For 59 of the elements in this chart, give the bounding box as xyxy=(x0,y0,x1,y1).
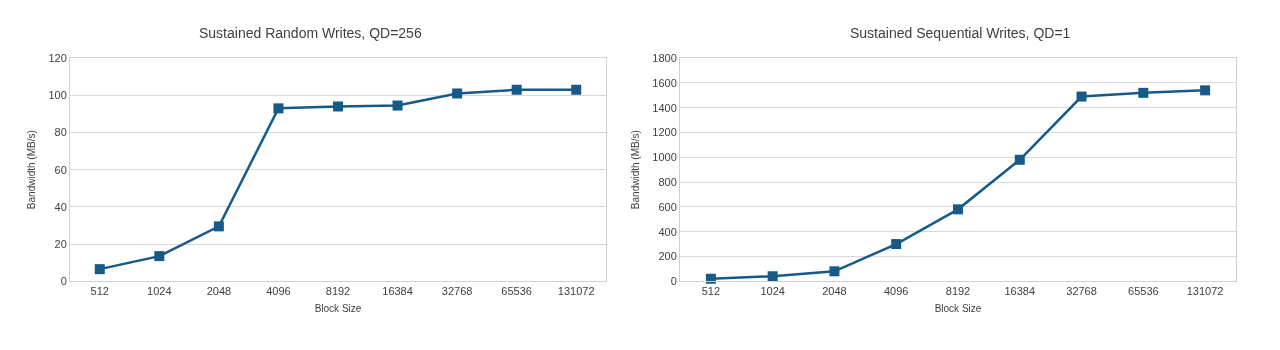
y-tick-label: 200 xyxy=(658,250,677,263)
point xyxy=(154,251,165,262)
x-tick-label: 8192 xyxy=(945,285,971,298)
x-tick-label: 16384 xyxy=(382,285,413,298)
y-tick-label: 0 xyxy=(670,275,677,288)
point xyxy=(891,239,902,250)
y-tick-label: 40 xyxy=(54,200,67,213)
point xyxy=(273,103,284,114)
x-tick-label: 512 xyxy=(701,285,721,298)
y-tick-label: 1000 xyxy=(652,151,677,164)
x-tick-label: 131072 xyxy=(1186,285,1224,298)
x-tick-label: 2048 xyxy=(822,285,847,298)
y-tick-label: 1200 xyxy=(652,126,677,139)
point xyxy=(767,271,778,282)
y-axis-title: Bandwidth (MB/s) xyxy=(26,130,38,210)
x-tick-label: 65536 xyxy=(1128,285,1159,298)
x-tick-label: 1024 xyxy=(147,285,172,298)
y-tick-label: 60 xyxy=(54,163,67,176)
x-tick-label: 2048 xyxy=(206,285,232,298)
y-tick-label: 1400 xyxy=(652,101,677,114)
x-tick-label: 4096 xyxy=(266,285,291,298)
x-tick-label: 32768 xyxy=(1066,285,1097,298)
point xyxy=(1014,154,1025,165)
point xyxy=(94,264,105,275)
chart-title: Sustained Random Writes, QD=256 xyxy=(199,25,422,41)
point xyxy=(333,101,343,112)
x-axis-title: Block Size xyxy=(314,302,362,314)
point xyxy=(953,204,963,215)
point xyxy=(1200,85,1211,96)
y-tick-label: 600 xyxy=(658,200,677,213)
x-tick-label: 4096 xyxy=(883,285,909,298)
y-axis-title: Bandwidth (MB/s) xyxy=(630,130,642,210)
point xyxy=(1138,87,1149,98)
chart-title: Sustained Sequential Writes, QD=1 xyxy=(850,25,1071,41)
x-tick-label: 131072 xyxy=(557,285,595,298)
y-tick-label: 400 xyxy=(658,225,677,238)
y-tick-label: 80 xyxy=(54,126,67,139)
point xyxy=(392,100,403,111)
y-tick-label: 100 xyxy=(48,89,67,102)
y-tick-label: 0 xyxy=(60,275,67,288)
point xyxy=(1076,91,1087,102)
y-tick-label: 1600 xyxy=(652,76,677,89)
y-tick-label: 1800 xyxy=(652,52,677,64)
x-axis-title: Block Size xyxy=(934,302,982,314)
x-tick-label: 65536 xyxy=(501,285,532,298)
point xyxy=(829,266,840,277)
x-tick-label: 1024 xyxy=(760,285,785,298)
x-tick-label: 512 xyxy=(90,285,109,298)
x-tick-label: 8192 xyxy=(325,285,351,298)
point xyxy=(511,84,522,95)
point xyxy=(705,273,716,284)
point xyxy=(571,84,582,95)
y-tick-label: 800 xyxy=(658,175,677,188)
y-tick-label: 20 xyxy=(54,237,67,250)
x-tick-label: 16384 xyxy=(1004,285,1036,298)
y-tick-label: 120 xyxy=(48,52,67,64)
point xyxy=(452,88,463,99)
x-tick-label: 32768 xyxy=(441,285,473,298)
point xyxy=(213,221,224,232)
